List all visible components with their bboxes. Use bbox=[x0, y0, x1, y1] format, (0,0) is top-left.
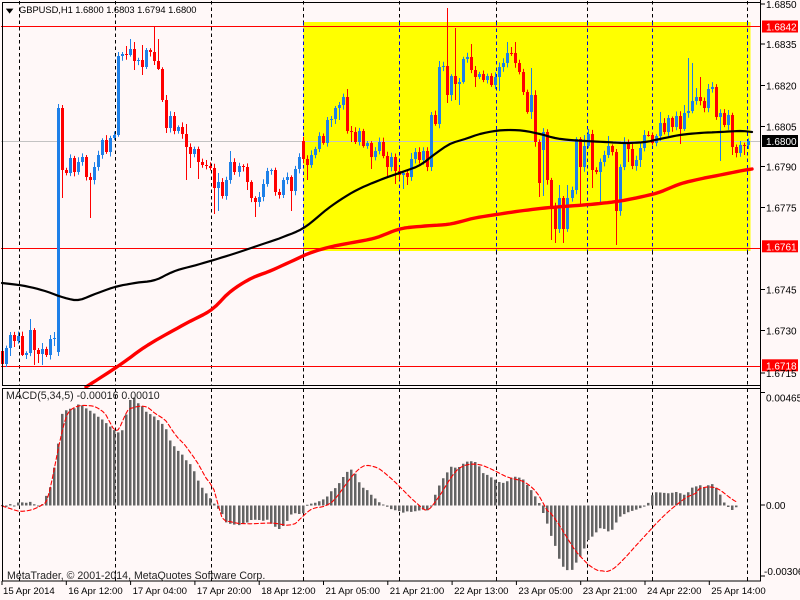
svg-text:1.6775: 1.6775 bbox=[766, 204, 797, 215]
svg-text:24 Apr 22:00: 24 Apr 22:00 bbox=[647, 586, 701, 597]
svg-text:1.6850: 1.6850 bbox=[766, 0, 797, 11]
svg-text:21 Apr 21:00: 21 Apr 21:00 bbox=[390, 586, 444, 597]
svg-text:MACD(5,34,5) -0.00016 0.00010: MACD(5,34,5) -0.00016 0.00010 bbox=[6, 390, 160, 402]
svg-text:1.6835: 1.6835 bbox=[766, 40, 797, 51]
svg-text:17 Apr 20:00: 17 Apr 20:00 bbox=[197, 586, 251, 597]
svg-text:15 Apr 2014: 15 Apr 2014 bbox=[3, 586, 55, 597]
svg-text:23 Apr 05:00: 23 Apr 05:00 bbox=[518, 586, 572, 597]
svg-text:1.6805: 1.6805 bbox=[766, 123, 797, 134]
svg-text:1.6730: 1.6730 bbox=[766, 327, 797, 338]
svg-text:0.00: 0.00 bbox=[766, 501, 786, 512]
svg-text:1.6820: 1.6820 bbox=[766, 82, 797, 93]
svg-text:GBPUSD,H1 1.6800 1.6803 1.679: GBPUSD,H1 1.6800 1.6803 1.6794 1.6800 bbox=[19, 4, 196, 15]
svg-text:16 Apr 12:00: 16 Apr 12:00 bbox=[68, 586, 122, 597]
svg-text:22 Apr 13:00: 22 Apr 13:00 bbox=[454, 586, 508, 597]
svg-text:1.6745: 1.6745 bbox=[766, 286, 797, 297]
svg-text:17 Apr 04:00: 17 Apr 04:00 bbox=[133, 586, 187, 597]
svg-text:25 Apr 14:00: 25 Apr 14:00 bbox=[711, 586, 765, 597]
svg-text:18 Apr 12:00: 18 Apr 12:00 bbox=[261, 586, 315, 597]
svg-text:1.6715: 1.6715 bbox=[766, 369, 797, 380]
svg-text:0.00465: 0.00465 bbox=[766, 393, 800, 404]
svg-text:1.6761: 1.6761 bbox=[766, 242, 797, 253]
svg-text:21 Apr 05:00: 21 Apr 05:00 bbox=[326, 586, 380, 597]
svg-text:1.6790: 1.6790 bbox=[766, 163, 797, 174]
svg-text:1.6800: 1.6800 bbox=[766, 137, 797, 148]
svg-text:-0.00306: -0.00306 bbox=[764, 567, 800, 578]
svg-text:23 Apr 21:00: 23 Apr 21:00 bbox=[583, 586, 637, 597]
svg-text:1.6842: 1.6842 bbox=[766, 23, 797, 34]
svg-text:MetaTrader, © 2001-2014, MetaQ: MetaTrader, © 2001-2014, MetaQuotes Soft… bbox=[7, 570, 265, 582]
svg-text:1.6718: 1.6718 bbox=[766, 361, 797, 372]
